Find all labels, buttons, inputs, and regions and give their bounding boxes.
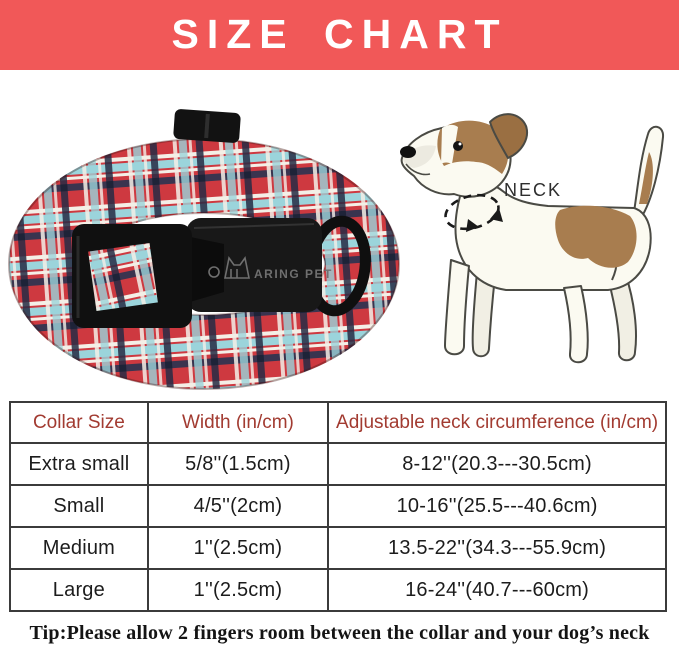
cell-size: Extra small [9, 442, 149, 486]
cell-width: 5/8''(1.5cm) [146, 442, 330, 486]
collar-product-photo: ARING PET [8, 96, 400, 394]
brand-cat-logo [208, 256, 250, 279]
header-width: Width (in/cm) [146, 401, 330, 444]
collar-illustration: ARING PET [8, 109, 400, 390]
cell-neck: 8-12''(20.3---30.5cm) [327, 442, 667, 486]
page-title: SIZE CHART [171, 10, 508, 57]
table-header-row: Collar Size Width (in/cm) Adjustable nec… [9, 401, 667, 444]
cell-width: 1''(2.5cm) [146, 526, 330, 570]
dog-neck-diagram: NECK [398, 100, 678, 378]
fit-tip-text: Tip:Please allow 2 fingers room between … [29, 622, 650, 644]
table-row: Extra small 5/8''(1.5cm) 8-12''(20.3---3… [9, 442, 667, 486]
cell-size: Large [9, 568, 149, 612]
neck-label: NECK [504, 180, 562, 200]
header-neck-circumference: Adjustable neck circumference (in/cm) [327, 401, 667, 444]
buckle-brand-text: ARING PET [254, 267, 333, 281]
table-row: Small 4/5''(2cm) 10-16''(25.5---40.6cm) [9, 484, 667, 528]
cell-width: 1''(2.5cm) [146, 568, 330, 612]
cell-width: 4/5''(2cm) [146, 484, 330, 528]
table-row: Large 1''(2.5cm) 16-24''(40.7---60cm) [9, 568, 667, 612]
neck-measure-ellipse [444, 193, 503, 232]
cell-neck: 16-24''(40.7---60cm) [327, 568, 667, 612]
collar-slider [173, 109, 241, 143]
dog-eye [453, 141, 463, 151]
cell-neck: 13.5-22''(34.3---55.9cm) [327, 526, 667, 570]
dog-nose [400, 146, 416, 158]
collar-buckle: ARING PET [72, 218, 333, 328]
size-chart-table: Collar Size Width (in/cm) Adjustable nec… [9, 401, 667, 612]
table-row: Medium 1''(2.5cm) 13.5-22''(34.3---55.9c… [9, 526, 667, 570]
header-collar-size: Collar Size [9, 401, 149, 444]
dog-illustration: NECK [400, 113, 665, 364]
size-chart-banner: SIZE CHART [0, 0, 679, 70]
dog-ear [489, 113, 528, 159]
cell-size: Medium [9, 526, 149, 570]
dog-hip-patch [555, 205, 637, 268]
cell-neck: 10-16''(25.5---40.6cm) [327, 484, 667, 528]
cell-size: Small [9, 484, 149, 528]
